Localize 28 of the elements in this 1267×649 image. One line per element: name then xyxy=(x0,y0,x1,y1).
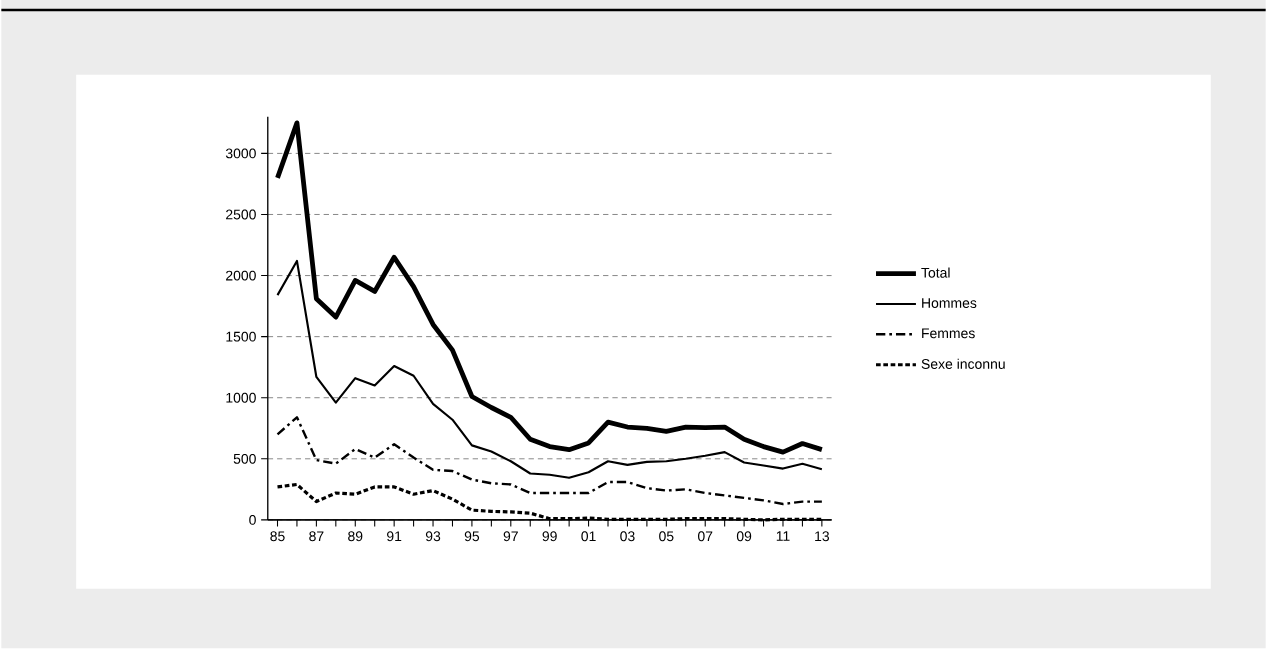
x-tick-label: 97 xyxy=(503,531,518,542)
x-tick-label: 85 xyxy=(270,531,285,542)
y-tick-label: 1000 xyxy=(226,392,256,403)
line-series xyxy=(275,120,825,455)
y-tick-label: 2000 xyxy=(226,270,256,281)
legend-label: Hommes xyxy=(922,298,977,309)
y-tick-label: 2500 xyxy=(226,209,256,220)
x-tick-label: 91 xyxy=(387,531,402,542)
legend-label: Total xyxy=(921,267,950,278)
y-tick-label: 3000 xyxy=(225,148,256,159)
x-tick-label: 09 xyxy=(736,531,752,542)
x-tick-label: 03 xyxy=(620,531,635,542)
y-tick-label: 1500 xyxy=(226,331,256,342)
x-tick-label: 01 xyxy=(581,531,596,542)
x-tick-label: 13 xyxy=(815,531,830,542)
x-tick-label: 11 xyxy=(776,531,790,542)
line-series xyxy=(276,260,823,480)
x-tick-label: 87 xyxy=(309,531,324,542)
x-tick-label: 93 xyxy=(425,531,441,542)
x-tick-label: 89 xyxy=(348,531,363,542)
x-tick-label: 95 xyxy=(464,531,480,542)
y-tick-label: 0 xyxy=(249,515,256,526)
x-tick-label: 05 xyxy=(659,531,674,542)
y-tick-label: 500 xyxy=(233,454,256,464)
legend-label: Femmes xyxy=(922,328,975,339)
x-tick-label: 07 xyxy=(697,531,713,542)
x-tick-label: 99 xyxy=(542,531,557,542)
legend-label: Sexe inconnu xyxy=(921,358,1005,370)
